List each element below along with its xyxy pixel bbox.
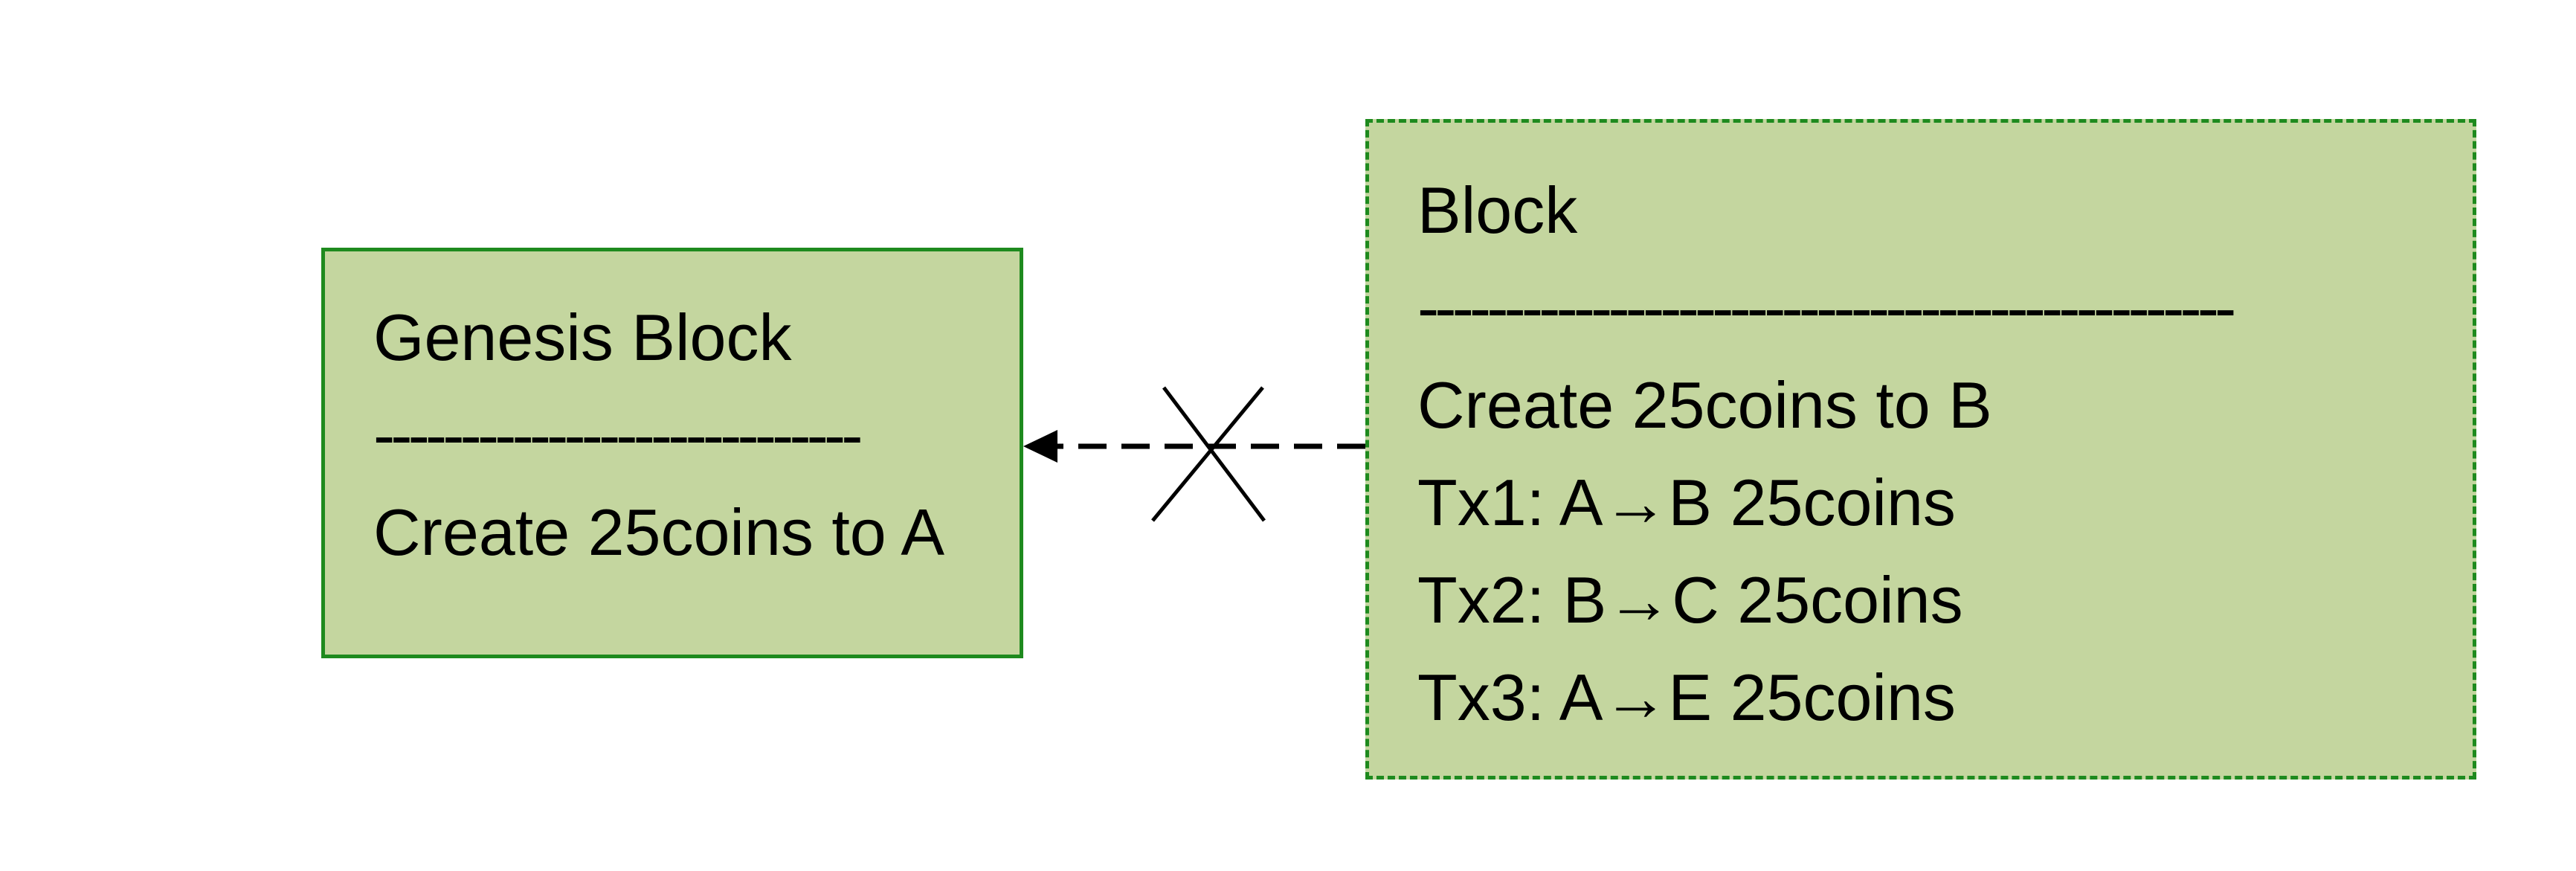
block-separator: ----------------------------------------… <box>1417 271 2236 344</box>
genesis-block-title: Genesis Block <box>373 300 792 374</box>
block-transaction-tx1: Tx1: A→B 25coins <box>1417 466 1956 539</box>
genesis-block-separator: ---------------------------- <box>373 398 863 472</box>
block-transaction-tx2: Tx2: B→C 25coins <box>1417 563 1963 637</box>
block-transaction-tx3: Tx3: A→E 25coins <box>1417 661 1956 734</box>
block-transaction-coinbase: Create 25coins to B <box>1417 368 1992 442</box>
block-title: Block <box>1417 173 1578 247</box>
arrowhead-icon <box>1023 430 1057 463</box>
genesis-block: Genesis Block --------------------------… <box>321 248 1023 658</box>
block: Block ----------------------------------… <box>1365 119 2476 780</box>
cross-out-icon <box>1151 386 1266 522</box>
genesis-block-transaction: Create 25coins to A <box>373 495 945 569</box>
